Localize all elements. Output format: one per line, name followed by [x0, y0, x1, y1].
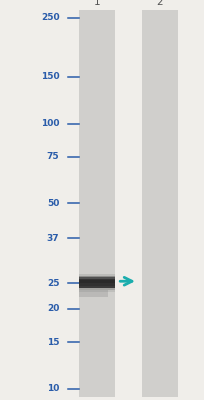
Bar: [79, 276, 115, 280]
Text: 100: 100: [41, 119, 59, 128]
Text: 37: 37: [47, 234, 59, 242]
Bar: [79, 288, 115, 292]
Text: 250: 250: [41, 14, 59, 22]
Text: 20: 20: [47, 304, 59, 314]
Text: 1: 1: [94, 0, 100, 7]
Text: 15: 15: [47, 338, 59, 346]
Bar: [79, 279, 115, 288]
Text: 75: 75: [47, 152, 59, 161]
Bar: [79, 290, 108, 297]
Text: 25: 25: [47, 279, 59, 288]
Text: 150: 150: [41, 72, 59, 81]
Text: 50: 50: [47, 199, 59, 208]
Bar: [141, 10, 177, 397]
Bar: [79, 277, 115, 283]
Bar: [79, 10, 115, 397]
Bar: [79, 283, 115, 288]
Text: 10: 10: [47, 384, 59, 393]
Bar: [79, 274, 115, 277]
Text: 2: 2: [156, 0, 162, 7]
Bar: [79, 286, 115, 290]
